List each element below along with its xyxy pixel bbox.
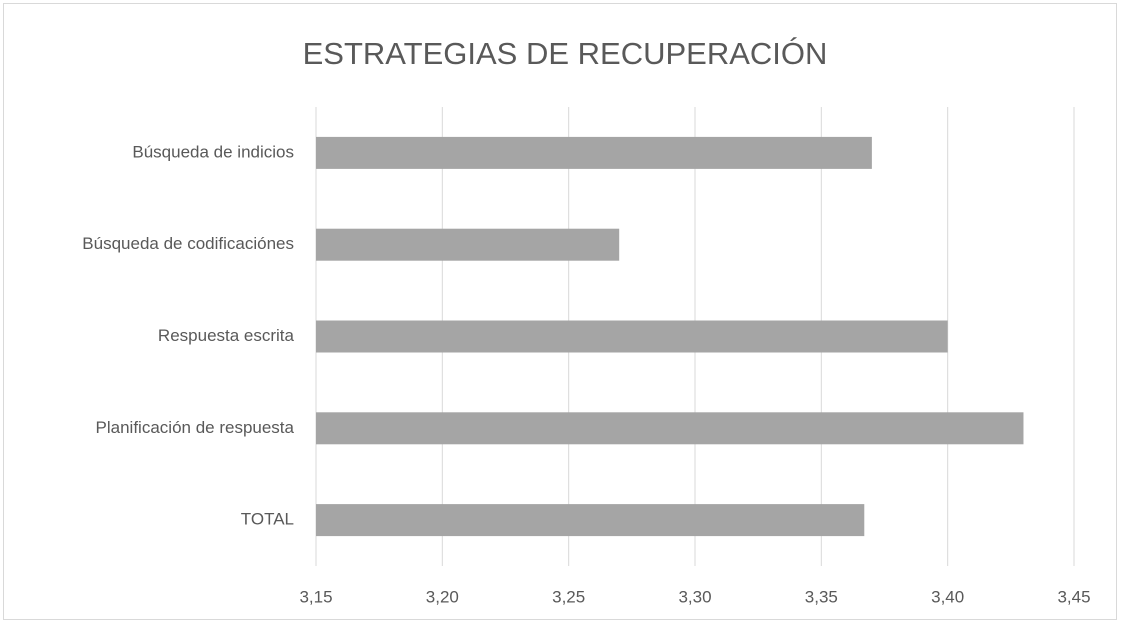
bar bbox=[316, 320, 948, 353]
x-tick-label: 3,20 bbox=[426, 587, 459, 606]
x-tick-label: 3,30 bbox=[678, 587, 711, 606]
bar bbox=[316, 228, 620, 261]
x-tick-label: 3,45 bbox=[1057, 587, 1090, 606]
y-tick-label: TOTAL bbox=[241, 510, 294, 529]
bar bbox=[316, 412, 1024, 445]
y-tick-label: Respuesta escrita bbox=[158, 326, 295, 345]
bar bbox=[316, 504, 865, 537]
x-tick-label: 3,40 bbox=[931, 587, 964, 606]
bar bbox=[316, 136, 872, 169]
chart-title: ESTRATEGIAS DE RECUPERACIÓN bbox=[303, 36, 828, 71]
x-tick-label: 3,15 bbox=[299, 587, 332, 606]
y-tick-label: Planificación de respuesta bbox=[96, 418, 295, 437]
x-tick-label: 3,35 bbox=[805, 587, 838, 606]
y-tick-label: Búsqueda de indicios bbox=[132, 142, 294, 161]
y-tick-label: Búsqueda de codificaciónes bbox=[82, 234, 294, 253]
x-tick-label: 3,25 bbox=[552, 587, 585, 606]
